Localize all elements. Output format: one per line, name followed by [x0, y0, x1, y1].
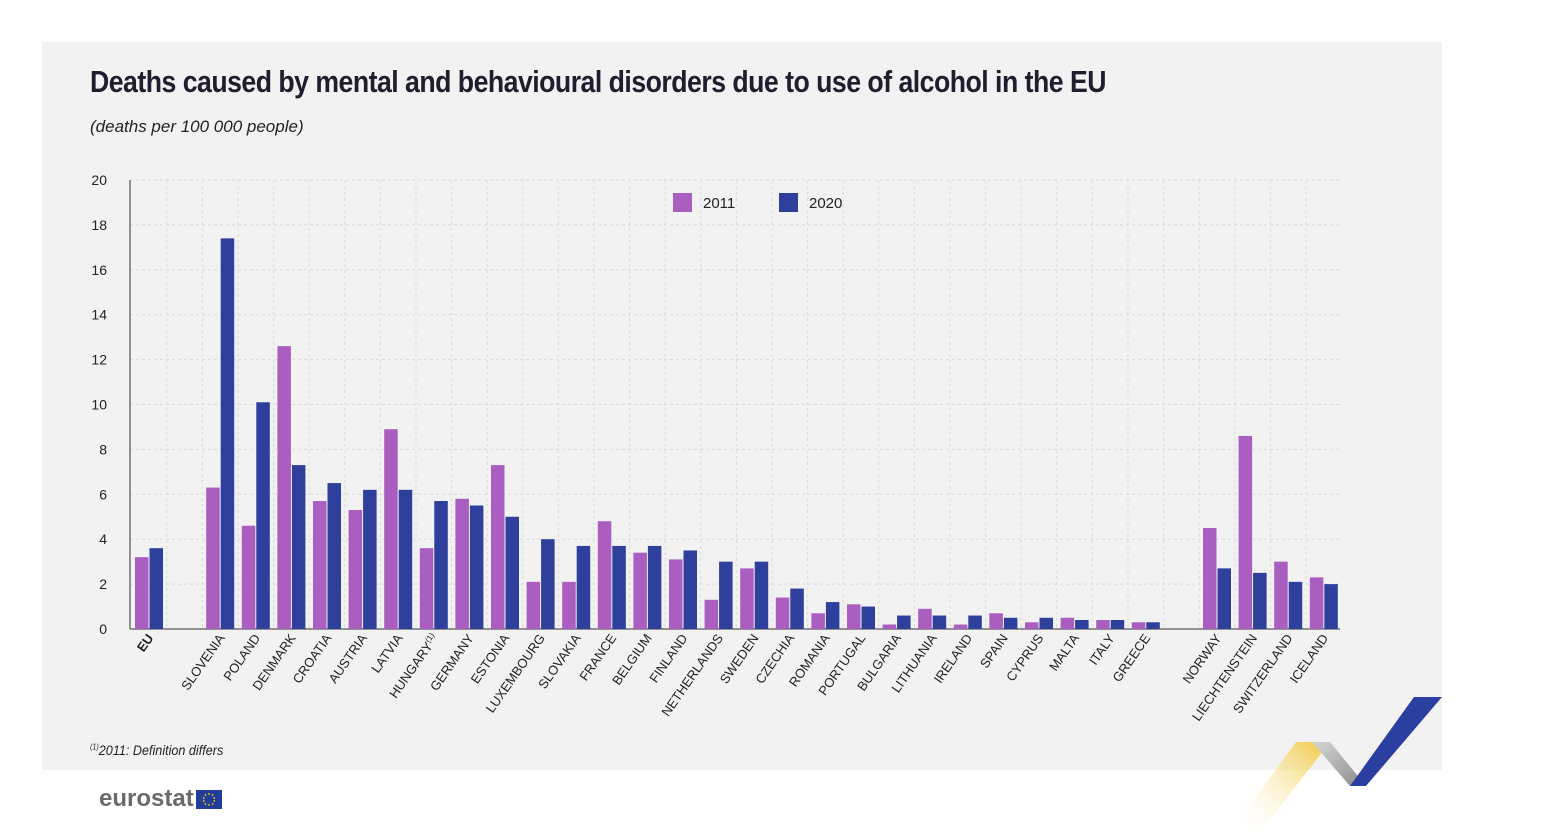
legend-label-2020: 2020 [809, 195, 842, 212]
bar-2011-switzerland [1274, 561, 1288, 629]
bar-2011-belgium [633, 552, 647, 629]
bar-2011-norway [1203, 527, 1217, 629]
y-tick-label: 16 [91, 262, 107, 278]
y-tick-label: 20 [91, 172, 107, 188]
y-tick-label: 8 [99, 441, 107, 457]
bar-2020-bulgaria [897, 615, 911, 629]
legend-swatch-2020 [779, 193, 798, 212]
bar-2011-denmark [277, 346, 291, 629]
chart-title: Deaths caused by mental and behavioural … [90, 64, 1106, 99]
bar-2011-portugal [847, 604, 861, 629]
bar-2011-malta [1060, 617, 1075, 629]
bar-2011-iceland [1309, 577, 1324, 629]
bar-2020-finland [683, 550, 697, 629]
ribbon-grey [1312, 742, 1366, 786]
bar-2011-slovenia [206, 487, 220, 629]
bar-2020-germany [469, 505, 484, 629]
bar-2011-finland [669, 559, 683, 629]
bar-2011-eu [135, 557, 149, 629]
bar-2011-estonia [491, 465, 505, 629]
bar-2020-iceland [1324, 584, 1338, 629]
bar-2020-latvia [398, 489, 413, 629]
y-tick-label: 0 [99, 621, 107, 637]
bar-2020-hungary [434, 501, 448, 629]
y-tick-label: 2 [99, 576, 107, 592]
bar-2020-malta [1075, 620, 1089, 629]
bar-2011-luxembourg [526, 581, 541, 629]
logo-text: eurostat [99, 785, 194, 812]
bar-2011-hungary [419, 548, 434, 629]
bar-2011-czechia [775, 597, 790, 629]
bar-2011-poland [241, 525, 256, 629]
bar-2020-liechtenstein [1253, 572, 1267, 629]
bar-2020-belgium [647, 545, 662, 629]
bar-2011-france [597, 521, 612, 629]
y-tick-label: 12 [91, 352, 107, 368]
bar-2020-norway [1217, 568, 1231, 629]
eu-flag-icon [195, 789, 222, 809]
footnote-mark: (1) [90, 742, 99, 752]
bar-2011-liechtenstein [1238, 435, 1253, 629]
bar-2011-italy [1096, 620, 1110, 629]
bar-2020-netherlands [719, 561, 733, 629]
y-tick-label: 6 [99, 486, 107, 502]
bar-2011-bulgaria [882, 624, 897, 629]
bar-2020-ireland [968, 615, 982, 629]
bar-2011-lithuania [918, 608, 932, 629]
bar-2011-slovakia [562, 581, 576, 629]
chart-subtitle: (deaths per 100 000 people) [90, 117, 304, 136]
bar-2011-sweden [740, 568, 754, 629]
bar-2011-croatia [313, 501, 327, 629]
bar-2011-germany [455, 498, 469, 629]
bar-2020-lithuania [932, 615, 947, 629]
bar-2020-france [612, 545, 626, 629]
bar-2020-denmark [291, 465, 306, 629]
bar-2020-greece [1146, 622, 1160, 629]
y-tick-label: 18 [91, 217, 107, 233]
bar-2011-latvia [384, 429, 398, 629]
bar-2020-sweden [754, 561, 769, 629]
y-tick-label: 14 [91, 307, 107, 323]
bar-2011-ireland [953, 624, 968, 629]
bar-2020-austria [363, 489, 377, 629]
bar-2020-switzerland [1288, 581, 1303, 629]
bar-2020-eu [149, 548, 163, 629]
bar-2020-poland [256, 402, 270, 629]
bar-2011-netherlands [704, 599, 719, 629]
bar-2020-slovakia [576, 545, 591, 629]
bar-2011-greece [1131, 622, 1146, 629]
bar-2020-italy [1110, 620, 1125, 629]
ribbon-yellow [1232, 742, 1330, 830]
y-tick-label: 10 [91, 397, 107, 413]
bar-2011-austria [348, 510, 363, 629]
bar-2020-luxembourg [541, 539, 555, 629]
bar-2020-czechia [790, 588, 804, 629]
y-tick-label: 4 [99, 531, 107, 547]
bar-2020-cyprus [1039, 617, 1053, 629]
bar-2020-croatia [327, 483, 341, 629]
bar-2011-spain [989, 613, 1003, 629]
legend-label-2011: 2011 [703, 195, 735, 212]
bar-2011-romania [811, 613, 825, 629]
footnote-text: 2011: Definition differs [98, 742, 224, 758]
eurostat-logo: eurostat [99, 785, 222, 813]
ribbon-blue [1350, 697, 1442, 786]
footnote: (1)2011: Definition differs [90, 742, 223, 758]
bar-2020-romania [825, 602, 840, 629]
bar-2020-portugal [861, 606, 875, 629]
legend-swatch-2011 [673, 193, 692, 212]
bar-2020-spain [1003, 617, 1018, 629]
bar-2020-estonia [505, 516, 519, 629]
bar-2020-slovenia [220, 238, 235, 629]
bar-2011-cyprus [1025, 622, 1039, 629]
chart-panel [42, 42, 1442, 770]
